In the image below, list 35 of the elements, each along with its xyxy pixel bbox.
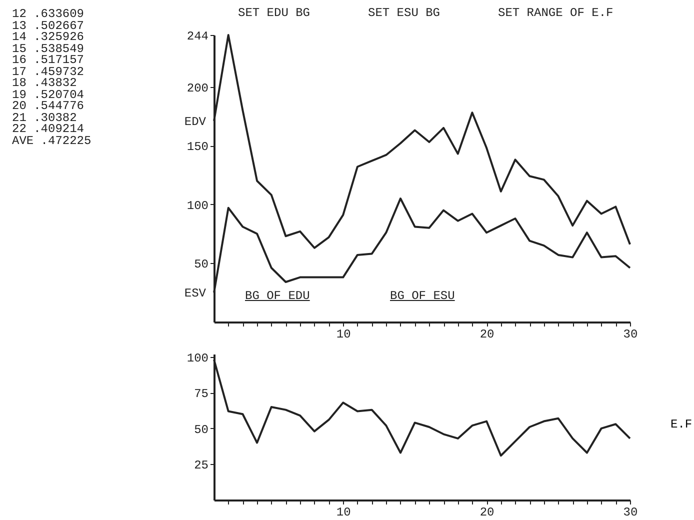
y-tick-label: 100 [186,351,208,366]
text: 21 .30382 [12,110,77,124]
text: 16 .517157 [12,53,84,67]
y-tick-label: 50 [194,422,208,437]
text: 19 .520704 [12,88,84,102]
y-axis-title: E.F [670,417,692,432]
series-label: EDV [184,114,207,129]
text: SET ESU BG [368,6,440,20]
x-tick-label: 20 [480,506,494,520]
y-tick-label: 244 [186,30,208,44]
x-tick-label: 30 [623,506,638,520]
y-tick-label: 75 [194,387,208,402]
y-tick-label: 25 [194,458,208,473]
y-tick-label: 200 [186,81,208,96]
text: 13 .502667 [12,18,84,32]
x-tick-label: 10 [336,506,351,520]
series-label: ESV [184,286,207,301]
text: SET RANGE OF E.F [498,6,614,20]
text: 18 .43832 [12,76,77,90]
y-tick-label: 50 [194,258,208,272]
text: 20 .544776 [12,99,84,113]
annotation: BG OF ESU [390,289,455,303]
text: 15 .538549 [12,42,84,56]
x-tick-label: 20 [480,328,494,342]
x-tick-label: 30 [623,328,638,342]
text: 14 .325926 [12,30,84,44]
text: 22 .409214 [12,122,84,136]
text: 17 .459732 [12,64,84,78]
y-tick-label: 100 [186,198,208,213]
text: SET EDU BG [238,6,310,20]
text: 12 .633609 [12,7,84,21]
y-tick-label: 150 [186,140,208,154]
text: AVE .472225 [12,134,92,148]
annotation: BG OF EDU [245,289,310,303]
x-tick-label: 10 [336,328,351,342]
